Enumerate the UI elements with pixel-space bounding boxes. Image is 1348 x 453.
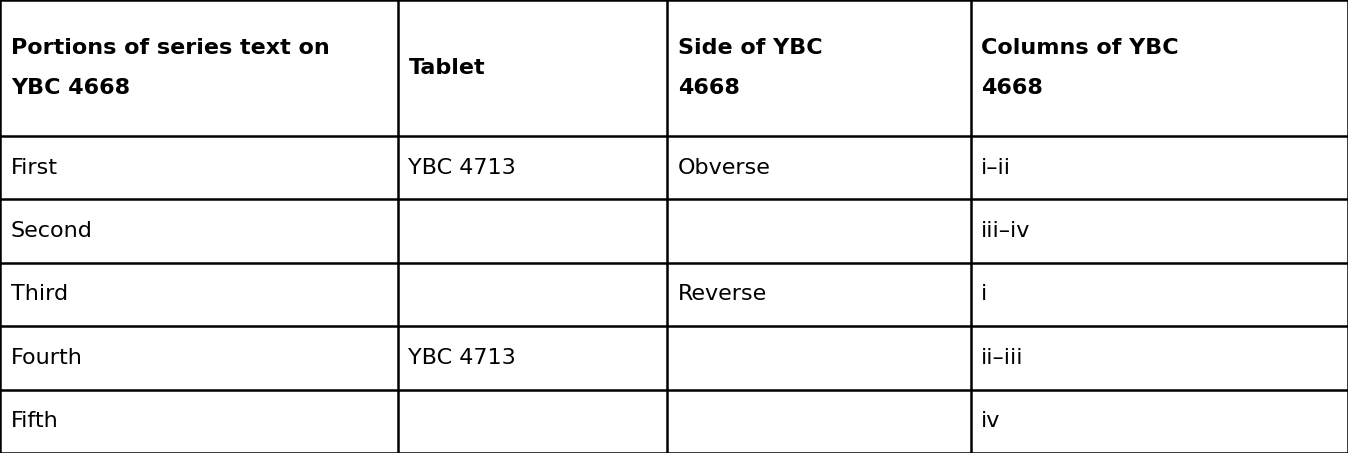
Text: Fourth: Fourth (11, 348, 82, 368)
Text: i: i (981, 284, 988, 304)
Text: Tablet: Tablet (408, 58, 485, 78)
Text: Obverse: Obverse (678, 158, 771, 178)
Text: Third: Third (11, 284, 67, 304)
Text: ii–iii: ii–iii (981, 348, 1024, 368)
Text: YBC 4713: YBC 4713 (408, 348, 516, 368)
Text: YBC 4713: YBC 4713 (408, 158, 516, 178)
Text: Portions of series text on
YBC 4668: Portions of series text on YBC 4668 (11, 39, 329, 97)
Text: Reverse: Reverse (678, 284, 767, 304)
Text: First: First (11, 158, 58, 178)
Text: iv: iv (981, 411, 1000, 431)
Text: Second: Second (11, 221, 93, 241)
Text: Side of YBC
4668: Side of YBC 4668 (678, 39, 822, 97)
Text: Fifth: Fifth (11, 411, 58, 431)
Text: iii–iv: iii–iv (981, 221, 1031, 241)
Text: Columns of YBC
4668: Columns of YBC 4668 (981, 39, 1180, 97)
Text: i–ii: i–ii (981, 158, 1011, 178)
